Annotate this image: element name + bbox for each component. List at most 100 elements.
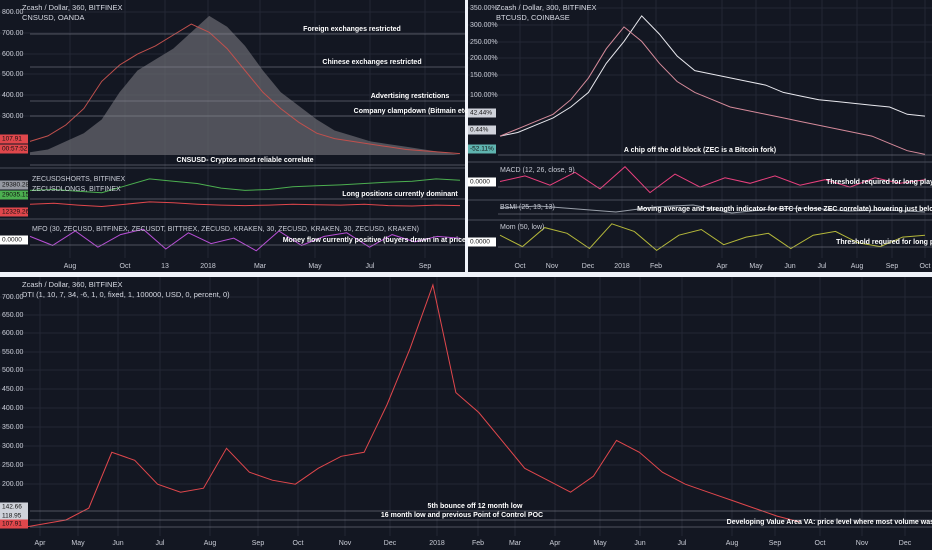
annotation: Threshold required for long play [836, 239, 932, 246]
time-label: Aug [851, 263, 864, 270]
price-badge [0, 235, 28, 245]
time-label: 13 [161, 263, 169, 270]
price-badge [0, 180, 28, 190]
price-label: 800.00 [2, 9, 24, 16]
price-badge-text: 12329.26 [2, 209, 29, 216]
price-line [499, 26, 926, 155]
time-label: Oct [120, 263, 131, 270]
price-badge-text: 29035.15 [2, 192, 29, 199]
price-line [499, 204, 926, 214]
pane-legend: MACD (12, 26, close, 9) [500, 167, 575, 174]
price-badge-text: -52.11% [470, 146, 494, 153]
price-badge [468, 177, 496, 187]
time-label: Nov [339, 540, 352, 547]
price-label: 400.00 [2, 92, 24, 99]
time-label: Jul [678, 540, 687, 547]
price-badge [0, 144, 28, 154]
price-label: 350.00 [2, 424, 24, 431]
price-badge-text: 118.95 [2, 513, 22, 520]
price-badge [0, 207, 28, 217]
panel-subtitle: DTI (1, 10, 7, 34, -6, 1, 0, fixed, 1, 1… [22, 290, 230, 299]
price-line [29, 178, 461, 194]
price-badge [0, 134, 28, 144]
price-label: 250.00 [2, 462, 24, 469]
pane-legend: ZECUSDSHORTS, BITFINEX [32, 176, 126, 183]
price-label: 200.00 [2, 481, 24, 488]
annotation: Chinese exchanges restricted [322, 59, 421, 66]
time-label: Nov [856, 540, 869, 547]
price-label: 650.00 [2, 312, 24, 319]
time-label: Oct [920, 263, 931, 270]
panel-subtitle: CNSUSD, OANDA [22, 13, 85, 22]
price-badge-text: 0.0000 [2, 237, 22, 244]
time-label: Jun [634, 540, 645, 547]
annotation: Foreign exchanges restricted [303, 26, 401, 33]
price-line [499, 15, 926, 137]
annotation: Advertising restrictions [371, 93, 450, 100]
price-badge-text: 00:57:52 [2, 146, 28, 153]
pane-legend: MFO (30, ZECUSD, BITFINEX, ZECUSDT, BITT… [32, 226, 419, 233]
price-label: 100.00% [470, 92, 498, 99]
time-label: May [593, 540, 607, 547]
price-badge [0, 511, 28, 521]
price-line [29, 23, 461, 155]
annotation: CNSUSD- Cryptos most reliable correlate [177, 157, 314, 164]
price-area [30, 15, 460, 156]
price-badge-text: 29380.28 [2, 182, 29, 189]
price-label: 300.00 [2, 443, 24, 450]
price-badge-text: 0.0000 [470, 179, 490, 186]
price-badge [468, 144, 496, 154]
price-label: 700.00 [2, 294, 24, 301]
time-label: 2018 [429, 540, 445, 547]
time-label: Oct [293, 540, 304, 547]
panel [468, 0, 932, 272]
time-label: May [749, 263, 763, 270]
annotation: Threshold required for long play [826, 179, 932, 186]
time-label: May [308, 263, 322, 270]
price-label: 150.00% [470, 72, 498, 79]
price-badge-text: 0.0000 [470, 239, 490, 246]
time-label: Nov [546, 263, 559, 270]
time-label: 2018 [200, 263, 216, 270]
price-badge [0, 502, 28, 512]
price-label: 200.00% [470, 55, 498, 62]
time-label: Jul [366, 263, 375, 270]
price-label: 500.00 [2, 71, 24, 78]
price-badge-text: 142.66 [2, 504, 22, 511]
time-label: Apr [35, 540, 47, 547]
pane-legend: BSMI (25, 13, 13) [500, 204, 555, 211]
price-label: 700.00 [2, 30, 24, 37]
annotation: Developing Value Area VA: price level wh… [727, 519, 932, 526]
price-label: 600.00 [2, 330, 24, 337]
time-label: 2018 [614, 263, 630, 270]
price-line [29, 201, 461, 208]
pane-legend: Mom (50, low) [500, 224, 544, 231]
annotation: A chip off the old block (ZEC is a Bitco… [624, 147, 776, 154]
price-badge [0, 519, 28, 529]
price-badge [468, 237, 496, 247]
annotation: Moving average and strength indicator fo… [637, 206, 932, 213]
time-label: Feb [650, 263, 662, 270]
price-label: 400.00 [2, 405, 24, 412]
time-label: Jun [784, 263, 795, 270]
time-label: Feb [472, 540, 484, 547]
price-badge-text: 42.44% [470, 110, 492, 117]
annotation: 16 month low and previous Point of Contr… [381, 512, 543, 519]
time-label: Sep [419, 263, 432, 270]
panel-subtitle: BTCUSD, COINBASE [496, 13, 570, 22]
panel-title: Zcash / Dollar, 360, BITFINEX [22, 3, 122, 12]
pane-legend: ZECUSDLONGS, BITFINEX [32, 186, 121, 193]
price-badge [468, 125, 496, 135]
price-badge-text: 107.91 [2, 136, 22, 143]
price-label: 450.00 [2, 386, 24, 393]
price-line [19, 283, 801, 529]
time-label: Aug [64, 263, 77, 270]
time-label: May [71, 540, 85, 547]
time-label: Aug [726, 540, 739, 547]
annotation: Company clampdown (Bitmain etc) [354, 108, 471, 115]
time-label: Oct [515, 263, 526, 270]
panel [0, 277, 932, 550]
price-label: 600.00 [2, 51, 24, 58]
price-badge [0, 190, 28, 200]
